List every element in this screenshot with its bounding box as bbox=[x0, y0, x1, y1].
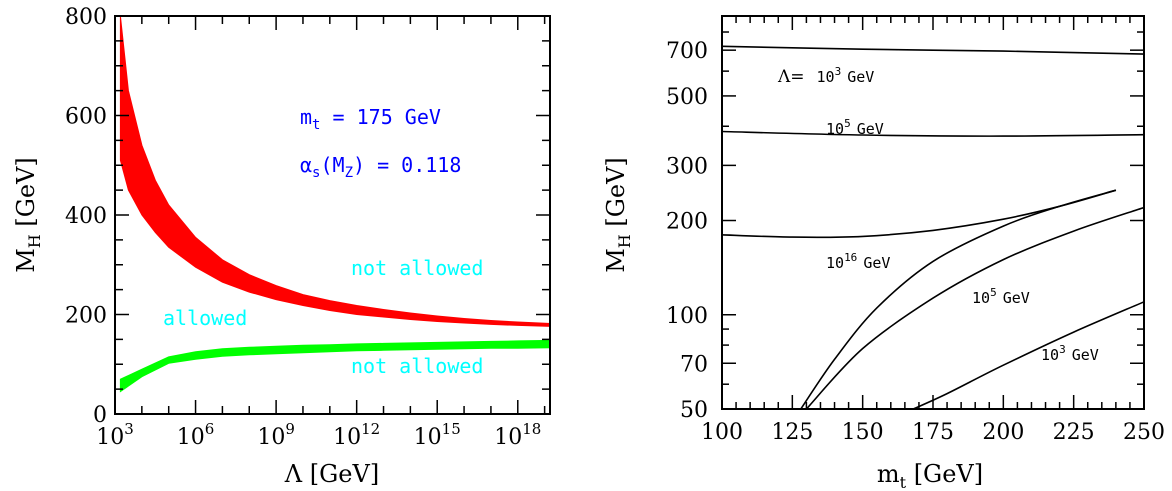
mh-curve-upper-0 bbox=[721, 45, 1145, 55]
x-tick-label: 1015 bbox=[414, 420, 461, 450]
x-tick-label: 1018 bbox=[494, 420, 541, 450]
x-tick-label: 100 bbox=[701, 420, 743, 445]
left-y-axis-title: MH [GeV] bbox=[12, 157, 44, 273]
mh-curve-upper-1 bbox=[721, 130, 1145, 137]
lambda-1e3-lower-label: 103 GeV bbox=[1041, 343, 1099, 364]
left-ticks bbox=[114, 15, 550, 415]
y-tick-label: 200 bbox=[65, 304, 107, 329]
y-tick-label: 700 bbox=[666, 39, 708, 64]
x-tick-label: 175 bbox=[912, 420, 954, 445]
x-tick-label: 150 bbox=[842, 420, 884, 445]
not-allowed-lower-label: not allowed bbox=[351, 354, 483, 378]
x-tick-label: 103 bbox=[96, 420, 134, 450]
y-tick-label: 300 bbox=[666, 154, 708, 179]
y-tick-label: 100 bbox=[666, 304, 708, 329]
y-tick-label: 500 bbox=[666, 85, 708, 110]
x-tick-label: 125 bbox=[771, 420, 813, 445]
lambda-1e5-upper-label: 105 GeV bbox=[826, 117, 884, 138]
mh-curve-lower-3 bbox=[800, 189, 1117, 410]
y-tick-label: 200 bbox=[666, 210, 708, 235]
y-tick-label: 600 bbox=[65, 105, 107, 130]
y-tick-label: 0 bbox=[93, 403, 107, 428]
left-chart: 103 106 109 1012 1015 1018 0 200 400 600 800 mt = … bbox=[12, 5, 551, 488]
right-lines bbox=[721, 45, 1145, 410]
alpha-s-annotation: αs(MZ) = 0.118 bbox=[300, 153, 461, 181]
lambda-1e5-lower-label: 105 GeV bbox=[972, 286, 1030, 307]
y-tick-label: 800 bbox=[65, 5, 107, 30]
right-ticks bbox=[721, 15, 1145, 410]
not-allowed-upper-label: not allowed bbox=[351, 256, 483, 280]
y-tick-label: 400 bbox=[65, 204, 107, 229]
x-tick-label: 106 bbox=[177, 420, 215, 450]
y-tick-label: 50 bbox=[680, 398, 708, 423]
lambda-1e16-label: 1016 GeV bbox=[826, 251, 890, 272]
mt-annotation: mt = 175 GeV bbox=[300, 105, 441, 133]
mh-curve-upper-2 bbox=[721, 189, 1117, 239]
right-x-axis-title: mt [GeV] bbox=[877, 460, 983, 491]
mh-curve-lower-5 bbox=[912, 301, 1145, 410]
right-y-axis-title: MH [GeV] bbox=[602, 157, 634, 273]
x-tick-label: 250 bbox=[1123, 420, 1165, 445]
x-tick-label: 109 bbox=[257, 420, 295, 450]
right-tick-labels: 100 125 150 175 200 225 250 50 70 100 200 300 500 700 bbox=[666, 39, 1165, 445]
lower-bound-band bbox=[119, 339, 551, 393]
left-x-axis-title: Λ [GeV] bbox=[284, 460, 379, 488]
mh-curve-lower-4 bbox=[805, 206, 1145, 410]
right-chart: 100 125 150 175 200 225 250 50 70 100 200 300 500 700… bbox=[602, 15, 1165, 491]
x-tick-label: 200 bbox=[982, 420, 1024, 445]
allowed-label: allowed bbox=[163, 306, 247, 330]
x-tick-label: 1012 bbox=[333, 420, 380, 450]
x-tick-label: 225 bbox=[1053, 420, 1095, 445]
y-tick-label: 70 bbox=[680, 352, 708, 377]
lambda-1e3-upper-label: Λ= 103 GeV bbox=[777, 65, 874, 87]
left-tick-labels: 103 106 109 1012 1015 1018 0 200 400 600 800 bbox=[65, 5, 541, 450]
left-bands bbox=[119, 15, 551, 393]
